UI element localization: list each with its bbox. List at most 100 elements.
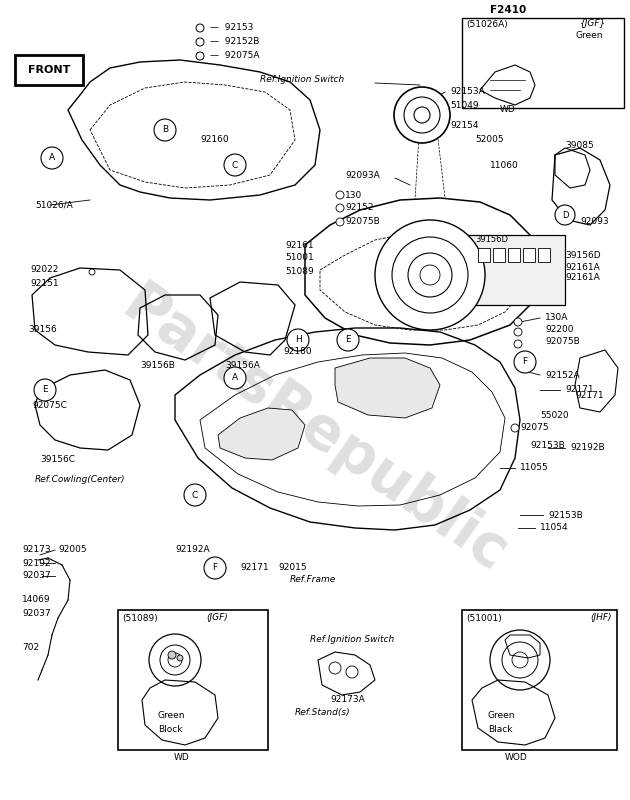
Circle shape (287, 329, 309, 351)
Text: D: D (562, 210, 568, 219)
Circle shape (224, 367, 246, 389)
Text: Ref.Frame: Ref.Frame (290, 575, 336, 585)
Text: {JGF}: {JGF} (580, 19, 606, 29)
Circle shape (404, 97, 440, 133)
Text: Ref.Ignition Switch: Ref.Ignition Switch (260, 75, 344, 85)
Text: (51089): (51089) (122, 614, 158, 622)
Text: 39156D: 39156D (475, 235, 508, 245)
Text: 92151: 92151 (30, 278, 59, 287)
Circle shape (196, 24, 204, 32)
Circle shape (34, 379, 56, 401)
Bar (523, 248, 535, 262)
Text: F: F (522, 358, 527, 366)
Text: 39156C: 39156C (40, 455, 75, 465)
Text: (JHF): (JHF) (590, 614, 612, 622)
Text: Ref.Ignition Switch: Ref.Ignition Switch (310, 635, 394, 645)
Circle shape (336, 218, 344, 226)
Circle shape (204, 557, 226, 579)
Bar (462, 18, 624, 108)
Circle shape (514, 340, 522, 348)
Text: —  92152B: — 92152B (210, 38, 260, 46)
Text: 92171: 92171 (565, 386, 593, 394)
Text: Ref.Cowling(Center): Ref.Cowling(Center) (35, 475, 125, 485)
Text: —  92075A: — 92075A (210, 51, 260, 61)
Text: 14069: 14069 (22, 595, 50, 605)
Text: 51089: 51089 (285, 266, 314, 275)
Text: 55020: 55020 (540, 410, 569, 419)
Text: 92161A: 92161A (565, 274, 600, 282)
Text: 92200: 92200 (545, 326, 573, 334)
Bar (538, 248, 550, 262)
Circle shape (196, 52, 204, 60)
Text: PartsRepublic: PartsRepublic (112, 276, 518, 584)
Text: Green: Green (488, 710, 515, 719)
Circle shape (168, 651, 176, 659)
Text: E: E (42, 386, 48, 394)
Text: 92152A: 92152A (545, 370, 580, 379)
Text: (JGF): (JGF) (206, 614, 228, 622)
Circle shape (196, 38, 204, 46)
Text: 39085: 39085 (565, 141, 593, 150)
Text: Green: Green (158, 710, 185, 719)
Bar (493, 248, 505, 262)
Text: 92075B: 92075B (345, 218, 380, 226)
Text: 130: 130 (345, 190, 362, 199)
Text: F: F (212, 563, 217, 573)
Text: 51026/A: 51026/A (35, 201, 72, 210)
Text: Black: Black (488, 726, 512, 734)
Text: 39156: 39156 (28, 326, 57, 334)
Text: 92154: 92154 (450, 121, 479, 130)
Circle shape (502, 642, 538, 678)
Circle shape (154, 119, 176, 141)
Text: (51001): (51001) (466, 614, 501, 622)
Text: 92093: 92093 (580, 218, 609, 226)
Text: 39156B: 39156B (140, 361, 175, 370)
Text: E: E (345, 335, 351, 345)
Polygon shape (218, 408, 305, 460)
Text: 92037: 92037 (22, 571, 50, 581)
Text: 92075C: 92075C (32, 401, 67, 410)
Bar (478, 248, 490, 262)
Circle shape (514, 328, 522, 336)
Text: 92173A: 92173A (330, 695, 365, 705)
Text: 702: 702 (22, 643, 39, 653)
Text: 92192B: 92192B (570, 443, 605, 453)
Circle shape (337, 329, 359, 351)
Polygon shape (335, 358, 440, 418)
Text: 92173: 92173 (22, 546, 50, 554)
Circle shape (490, 630, 550, 690)
Text: 92161: 92161 (285, 241, 314, 250)
Bar (462, 610, 617, 750)
Text: 92153B: 92153B (530, 441, 564, 450)
Bar (118, 610, 268, 750)
Text: (51026A): (51026A) (466, 19, 508, 29)
Text: C: C (232, 161, 238, 170)
Text: 11055: 11055 (520, 463, 549, 473)
Circle shape (184, 484, 206, 506)
Text: Green: Green (575, 30, 602, 39)
Circle shape (514, 351, 536, 373)
Circle shape (346, 666, 358, 678)
Text: 92075: 92075 (520, 423, 549, 433)
Circle shape (329, 662, 341, 674)
Circle shape (336, 204, 344, 212)
Text: 52005: 52005 (475, 135, 503, 145)
Text: C: C (192, 490, 198, 499)
Text: 51001: 51001 (285, 254, 314, 262)
Text: 92180: 92180 (284, 347, 312, 357)
Circle shape (392, 237, 468, 313)
Text: 92160: 92160 (200, 135, 229, 145)
Text: 130A: 130A (545, 314, 568, 322)
Text: 92153B: 92153B (548, 510, 583, 519)
Text: 92015: 92015 (278, 563, 307, 573)
Circle shape (41, 147, 63, 169)
Text: 92022: 92022 (30, 266, 59, 274)
Circle shape (511, 424, 519, 432)
Bar (465, 235, 565, 305)
Text: F2410: F2410 (490, 5, 526, 15)
Text: WD: WD (174, 754, 190, 762)
Bar (15, 55, 83, 85)
Circle shape (160, 645, 190, 675)
Text: WOD: WOD (505, 754, 527, 762)
Text: A: A (49, 154, 55, 162)
